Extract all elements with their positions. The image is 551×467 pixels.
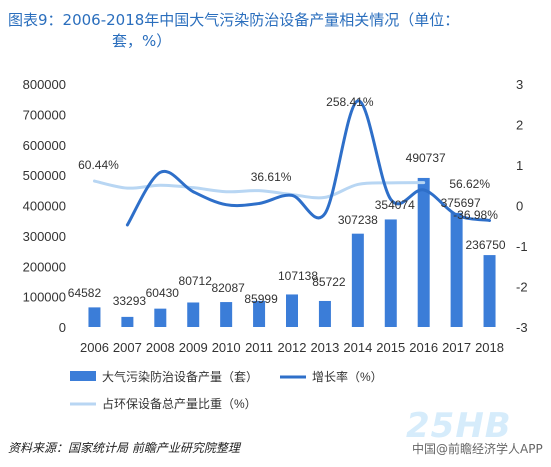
growth-value-label: 258.41% [326,95,374,109]
watermark-subtext: 中国@前瞻经济学人APP [412,442,543,456]
y-left-tick-label: 300000 [23,229,66,244]
y-left-tick-label: 200000 [23,259,66,274]
bar [154,308,167,327]
y-left-tick-label: 600000 [23,138,66,153]
y-right-tick-label: 1 [516,158,523,173]
share-value-label: 36.61% [251,170,292,184]
bar [286,294,298,327]
x-tick-label: 2013 [310,340,339,355]
bar [384,219,397,327]
y-right-tick-label: 3 [516,77,523,92]
chart-title: 图表9：2006-2018年中国大气污染防治设备产量相关情况（单位： 套，%） [8,10,543,52]
bar [351,233,364,327]
y-left-tick-label: 700000 [23,107,66,122]
x-tick-label: 2014 [343,340,372,355]
x-tick-label: 2009 [179,340,208,355]
y-right-tick-label: 0 [516,199,523,214]
watermark-brand: 25HB [406,406,512,446]
x-tick-label: 2016 [409,340,438,355]
series-line-share [92,179,426,200]
y-left-tick-label: 500000 [23,168,66,183]
bar-value-label: 80712 [179,274,213,288]
bar [318,300,331,327]
bar [450,212,463,327]
bar-value-label: 82087 [211,281,245,295]
x-tick-label: 2006 [80,340,109,355]
y-right-tick-label: -3 [516,320,528,335]
y-left-tick-label: 0 [59,320,66,335]
y-right-tick-label: -1 [516,239,528,254]
bar-value-label: 354074 [375,198,415,212]
legend-bar-production-swatch [70,371,96,381]
chart-title-line1: 图表9：2006-2018年中国大气污染防治设备产量相关情况（单位： [8,11,460,29]
y-right-tick-label: -2 [516,280,528,295]
bar-value-label: 490737 [406,151,446,165]
growth-value-label: -36.98% [453,208,498,222]
bar [253,300,266,327]
bar-value-label: 60430 [146,286,180,300]
chart-title-line2: 套，%） [112,32,172,50]
bar-value-label: 64582 [68,286,102,300]
y-left-tick-label: 100000 [23,290,66,305]
share-value-label: 56.62% [449,177,490,191]
bar [187,302,200,327]
bar-value-label: 85722 [312,275,346,289]
x-tick-label: 2011 [245,340,273,355]
bar [121,316,134,327]
bar-value-label: 236750 [466,238,506,252]
bar-value-label: 85999 [244,292,278,306]
x-tick-label: 2007 [113,340,142,355]
x-tick-label: 2010 [212,340,241,355]
bar [483,255,496,327]
bar-value-label: 33293 [113,294,147,308]
bar [220,302,233,327]
x-tick-label: 2015 [376,340,405,355]
legend-line-growth-label: 增长率（%） [312,369,383,384]
bar [417,177,430,327]
series-line-growth [125,99,492,227]
bar [88,307,101,327]
bar-value-label: 375697 [441,196,481,210]
y-right-tick-label: 2 [516,118,523,133]
x-tick-label: 2012 [278,340,307,355]
x-tick-label: 2008 [146,340,175,355]
bar-value-label: 107138 [278,269,318,283]
legend-line-share-label: 占环保设备总产量比重（%） [102,396,257,411]
x-tick-label: 2017 [442,340,471,355]
share-value-label: 60.44% [78,158,119,172]
bar-value-label: 307238 [338,213,378,227]
legend-bar-production-label: 大气污染防治设备产量（套） [102,369,258,384]
y-left-tick-label: 800000 [23,77,66,92]
source-note: 资料来源：国家统计局 前瞻产业研究院整理 [8,441,240,455]
y-left-tick-label: 400000 [23,199,66,214]
x-tick-label: 2018 [475,340,504,355]
